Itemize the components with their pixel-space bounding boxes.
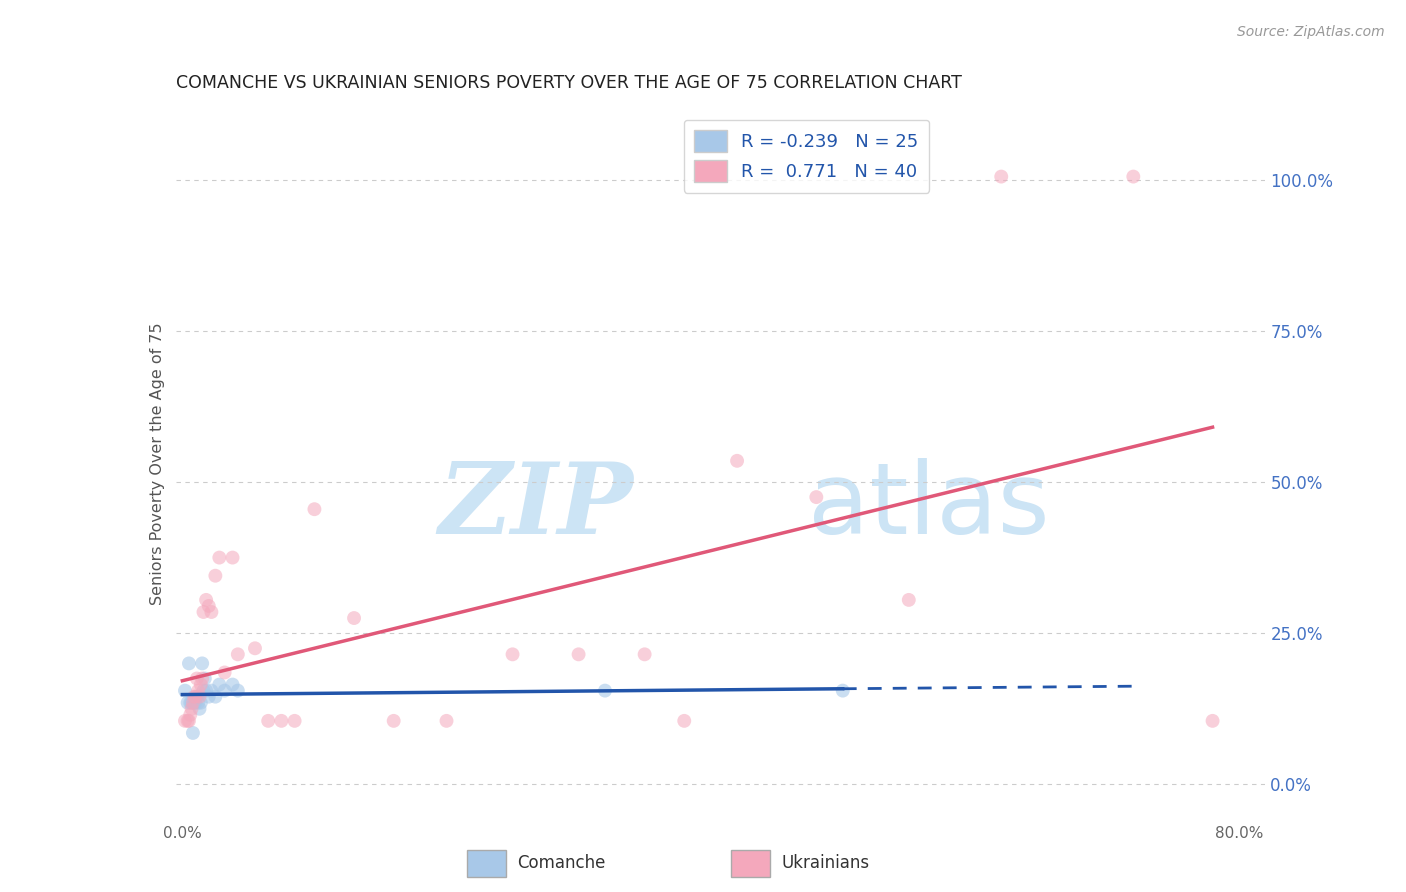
Point bbox=[183, 696, 205, 710]
Point bbox=[186, 672, 208, 686]
Point bbox=[204, 690, 226, 704]
Point bbox=[673, 714, 696, 728]
Text: COMANCHE VS UKRAINIAN SENIORS POVERTY OVER THE AGE OF 75 CORRELATION CHART: COMANCHE VS UKRAINIAN SENIORS POVERTY OV… bbox=[176, 74, 962, 92]
Point bbox=[176, 714, 198, 728]
Point bbox=[990, 169, 1012, 184]
Point bbox=[204, 568, 226, 582]
Point bbox=[195, 683, 218, 698]
Point bbox=[184, 696, 207, 710]
Point bbox=[174, 714, 197, 728]
Point bbox=[831, 683, 853, 698]
Text: Ukrainians: Ukrainians bbox=[782, 854, 870, 872]
Point bbox=[568, 648, 591, 662]
Point bbox=[187, 696, 209, 710]
Point bbox=[1122, 169, 1144, 184]
Point bbox=[214, 683, 236, 698]
FancyBboxPatch shape bbox=[467, 850, 506, 877]
Point bbox=[197, 599, 219, 613]
Point bbox=[190, 696, 212, 710]
FancyBboxPatch shape bbox=[731, 850, 770, 877]
Point bbox=[284, 714, 307, 728]
Point bbox=[194, 672, 217, 686]
Point bbox=[176, 696, 198, 710]
Point bbox=[190, 677, 212, 691]
Point bbox=[200, 605, 222, 619]
Point bbox=[193, 683, 215, 698]
Point bbox=[177, 714, 200, 728]
Point bbox=[180, 696, 202, 710]
Point bbox=[177, 657, 200, 671]
Point bbox=[806, 490, 828, 504]
Point bbox=[188, 690, 211, 704]
Point bbox=[270, 714, 292, 728]
Text: atlas: atlas bbox=[807, 458, 1049, 555]
Point bbox=[191, 672, 214, 686]
Point bbox=[208, 677, 231, 691]
Point bbox=[191, 657, 214, 671]
Y-axis label: Seniors Poverty Over the Age of 75: Seniors Poverty Over the Age of 75 bbox=[149, 323, 165, 605]
Point bbox=[179, 696, 201, 710]
Point bbox=[382, 714, 405, 728]
Point bbox=[193, 605, 215, 619]
Point bbox=[436, 714, 458, 728]
Point bbox=[195, 593, 218, 607]
Point bbox=[221, 677, 243, 691]
Point bbox=[502, 648, 524, 662]
Point bbox=[226, 648, 249, 662]
Point bbox=[184, 690, 207, 704]
Point bbox=[187, 683, 209, 698]
Point bbox=[197, 690, 219, 704]
Point bbox=[1201, 714, 1223, 728]
Point bbox=[179, 707, 201, 722]
Point bbox=[257, 714, 280, 728]
Point bbox=[593, 683, 616, 698]
Point bbox=[183, 690, 205, 704]
Point bbox=[180, 702, 202, 716]
Point bbox=[243, 641, 266, 656]
Point bbox=[343, 611, 366, 625]
Point bbox=[633, 648, 655, 662]
Point bbox=[186, 690, 208, 704]
Point bbox=[181, 726, 204, 740]
Point bbox=[226, 683, 249, 698]
Text: Source: ZipAtlas.com: Source: ZipAtlas.com bbox=[1237, 25, 1385, 39]
Text: ZIP: ZIP bbox=[439, 458, 633, 555]
Point bbox=[174, 683, 197, 698]
Text: Comanche: Comanche bbox=[517, 854, 606, 872]
Point bbox=[725, 454, 748, 468]
Point bbox=[208, 550, 231, 565]
Legend: R = -0.239   N = 25, R =  0.771   N = 40: R = -0.239 N = 25, R = 0.771 N = 40 bbox=[683, 120, 929, 193]
Point bbox=[897, 593, 920, 607]
Point bbox=[304, 502, 326, 516]
Point bbox=[214, 665, 236, 680]
Point bbox=[188, 702, 211, 716]
Point bbox=[181, 696, 204, 710]
Point bbox=[200, 683, 222, 698]
Point bbox=[221, 550, 243, 565]
